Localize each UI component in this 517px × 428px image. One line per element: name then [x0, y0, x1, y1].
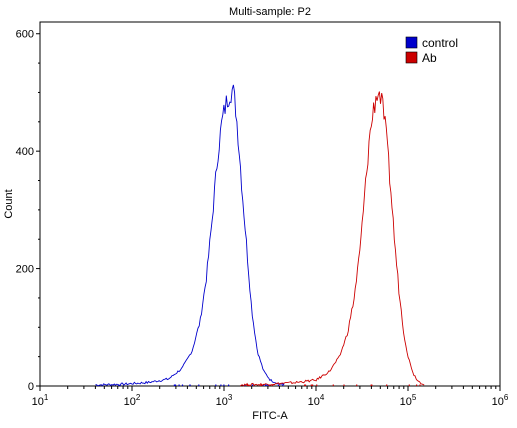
series-baseline-mark	[248, 384, 250, 386]
series-baseline-mark	[408, 384, 410, 386]
series-baseline-mark	[178, 384, 180, 386]
series-baseline-mark	[181, 384, 184, 386]
legend-label-control: control	[422, 36, 458, 50]
series-baseline-mark	[370, 384, 372, 386]
series-baseline-mark	[260, 384, 262, 386]
series-baseline-mark	[246, 384, 249, 386]
x-tick-label-4: 105	[400, 393, 417, 408]
series-baseline-mark	[419, 384, 421, 386]
y-axis: 0 200 400 600	[16, 29, 40, 393]
series-line-Ab	[239, 91, 425, 387]
x-axis: 101 102 103 104 105 106	[32, 386, 509, 408]
x-tick-label-2: 103	[216, 393, 233, 408]
series-baseline-mark	[228, 384, 230, 386]
series-baseline-mark	[269, 384, 271, 386]
series-baseline-mark	[173, 384, 175, 386]
series-baseline-mark	[271, 384, 274, 386]
legend-swatch-Ab	[405, 51, 418, 64]
y-axis-label: Count	[3, 189, 15, 218]
series-layer	[95, 84, 425, 387]
series-baseline-mark	[174, 384, 177, 386]
legend-label-Ab: Ab	[422, 51, 437, 65]
chart-title: Multi-sample: P2	[229, 6, 311, 18]
series-baseline-mark	[277, 384, 280, 386]
series-baseline-mark	[215, 384, 217, 386]
y-tick-label-0: 0	[28, 381, 34, 393]
series-baseline-mark	[332, 384, 334, 386]
series-baseline-mark	[386, 384, 388, 386]
series-baseline-mark	[118, 384, 120, 386]
y-tick-label-1: 200	[16, 264, 34, 276]
series-baseline-mark	[259, 384, 261, 386]
x-tick-label-1: 102	[124, 393, 141, 408]
series-baseline-mark	[251, 384, 254, 386]
series-baseline-mark	[416, 384, 418, 386]
series-baseline-mark	[262, 384, 264, 386]
series-baseline-mark	[310, 384, 312, 386]
series-baseline-mark	[304, 384, 307, 386]
series-baseline-mark	[312, 384, 314, 386]
y-tick-label-2: 400	[16, 146, 34, 158]
x-axis-label: FITC-A	[252, 410, 288, 422]
plot-frame	[39, 21, 501, 387]
series-baseline-mark	[265, 384, 267, 386]
legend-swatch-control	[405, 36, 418, 49]
series-baseline-mark	[282, 384, 284, 386]
x-tick-label-0: 101	[32, 393, 49, 408]
series-baseline-mark	[316, 384, 318, 386]
series-baseline-mark	[356, 384, 358, 386]
series-baseline-mark	[220, 384, 222, 386]
series-baseline-mark	[304, 384, 306, 386]
y-tick-label-3: 600	[16, 29, 34, 41]
x-tick-label-3: 104	[308, 393, 325, 408]
series-baseline-mark	[343, 384, 345, 386]
series-baseline-mark	[189, 384, 191, 386]
series-baseline-mark	[223, 384, 225, 386]
series-baseline-mark	[266, 384, 268, 386]
x-tick-label-5: 106	[492, 393, 509, 408]
series-line-control	[95, 84, 285, 387]
series-baseline-mark	[198, 384, 200, 386]
